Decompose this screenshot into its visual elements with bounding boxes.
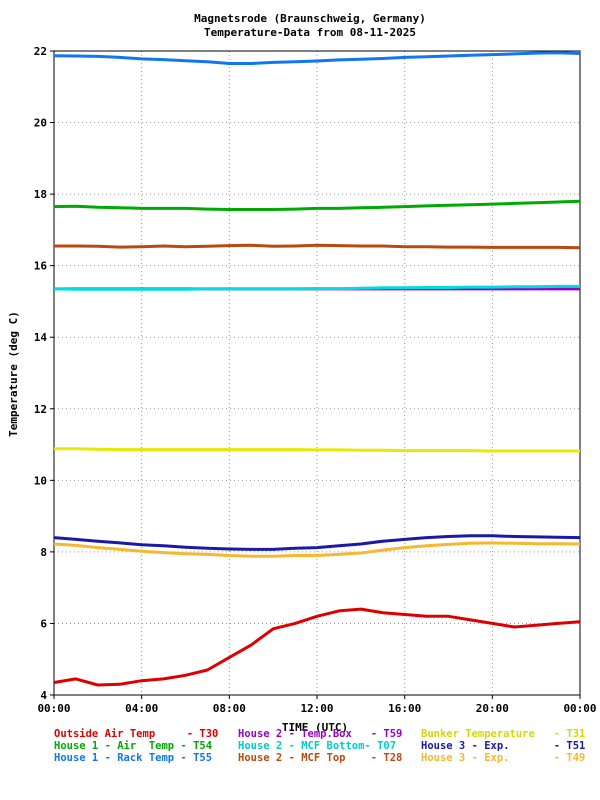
y-tick-label: 22 [34, 45, 47, 58]
x-tick-label: 08:00 [213, 702, 246, 715]
y-axis-label: Temperature (deg C) [7, 311, 20, 437]
legend-item-t54: House 1 - Air Temp - T54 [54, 740, 213, 752]
legend-item-t51: House 3 - Exp. - T51 [421, 740, 586, 752]
legend-item-t28: House 2 - MCF Top - T28 [238, 752, 403, 764]
legend-item-t55: House 1 - Rack Temp - T55 [54, 752, 213, 764]
legend-item-t30: Outside Air Temp - T30 [54, 728, 219, 740]
legend-item-t49: House 3 - Exp. - T49 [421, 752, 586, 764]
x-tick-label: 00:00 [563, 702, 596, 715]
y-tick-label: 18 [34, 188, 47, 201]
grid [54, 51, 580, 695]
axes [50, 50, 581, 699]
series-line [54, 447, 580, 453]
y-tick-label: 8 [40, 546, 47, 559]
y-tick-label: 14 [34, 331, 48, 344]
chart-subtitle: Temperature-Data from 08-11-2025 [204, 26, 416, 39]
series-line [53, 284, 580, 291]
series-line [53, 607, 581, 687]
series-line [53, 534, 581, 551]
series-line [53, 541, 581, 558]
x-tick-label: 16:00 [388, 702, 421, 715]
legend-item-t07: House 2 - MCF Bottom- T07 [238, 740, 397, 752]
legend-item-t59: House 2 - Temp.Box - T59 [238, 728, 403, 740]
plot-frame [53, 50, 581, 696]
series-line [53, 199, 581, 211]
x-tick-label: 12:00 [300, 702, 333, 715]
tick-labels: 4 6 8 10 12 14 16 18 20 22 00:00 04:00 08:00 12:00 16:… [34, 45, 597, 715]
y-tick-label: 16 [34, 260, 48, 273]
series-line [53, 51, 581, 65]
chart-title: Magnetsrode (Braunschweig, Germany) [194, 12, 426, 25]
y-tick-label: 4 [40, 689, 47, 702]
y-tick-label: 10 [34, 474, 47, 487]
series-line [54, 243, 581, 250]
legend-item-t31: Bunker Temperature - T31 [421, 728, 586, 740]
x-tick-label: 04:00 [125, 702, 158, 715]
x-tick-label: 20:00 [476, 702, 509, 715]
y-tick-label: 12 [34, 403, 47, 416]
x-tick-label: 00:00 [37, 702, 70, 715]
x-axis-label: TIME (UTC) [282, 721, 348, 734]
y-tick-label: 20 [34, 117, 47, 130]
y-tick-label: 6 [40, 617, 47, 630]
series-lines [53, 51, 581, 687]
